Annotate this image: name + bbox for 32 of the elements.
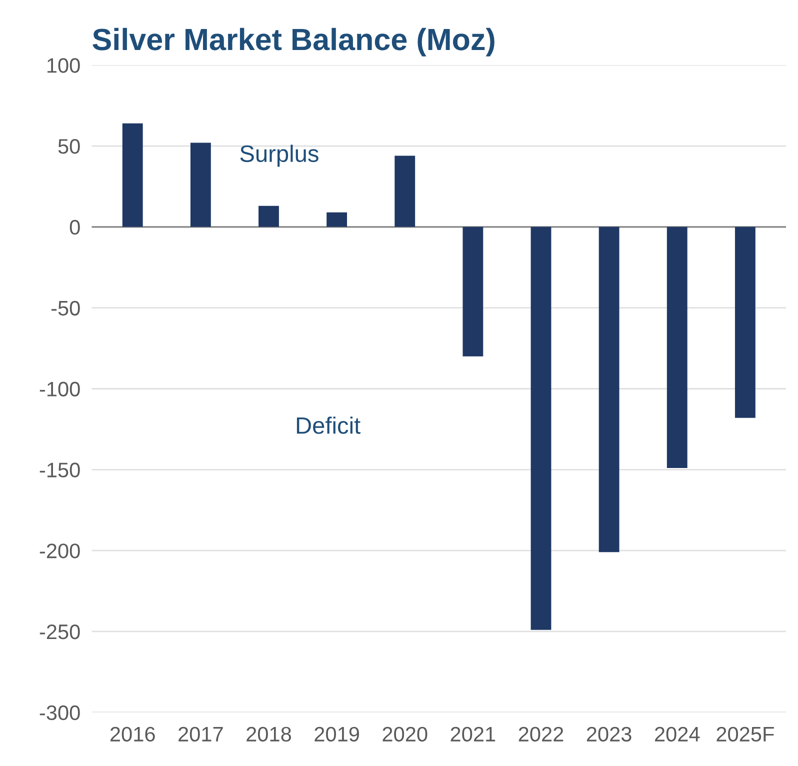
y-tick-label: 100 — [47, 58, 80, 73]
x-tick-label: 2025F — [716, 726, 774, 742]
x-tick-label: 2016 — [110, 726, 155, 742]
bar — [190, 142, 211, 227]
y-tick-label: -150 — [40, 462, 80, 478]
annotation: Surplus — [240, 144, 318, 167]
x-tick-label: 2018 — [246, 726, 292, 742]
x-tick-label: 2021 — [450, 726, 496, 742]
y-tick-label: -250 — [40, 624, 80, 640]
y-tick-label: -50 — [51, 300, 80, 316]
y-tick-label: 50 — [58, 139, 80, 154]
bar — [122, 123, 143, 227]
bar — [530, 226, 552, 630]
y-tick-label: -100 — [40, 382, 80, 396]
x-tick-label: 2017 — [178, 726, 223, 742]
bar — [326, 212, 348, 227]
x-tick-label: 2022 — [518, 726, 564, 742]
bar — [462, 226, 484, 356]
bar — [258, 206, 279, 227]
y-tick-label: 0 — [70, 220, 80, 235]
bar — [598, 226, 620, 552]
x-tick-label: 2023 — [586, 726, 632, 742]
y-tick-label: -200 — [40, 544, 80, 558]
bar — [394, 156, 416, 227]
bar — [666, 226, 688, 468]
x-tick-label: 2020 — [382, 726, 428, 742]
bar — [734, 226, 756, 418]
chart-title: Silver Market Balance (Moz) — [92, 28, 494, 56]
annotation: Deficit — [296, 416, 360, 434]
y-tick-label: -300 — [40, 705, 80, 720]
x-tick-label: 2019 — [314, 726, 359, 742]
x-tick-label: 2024 — [655, 726, 700, 742]
